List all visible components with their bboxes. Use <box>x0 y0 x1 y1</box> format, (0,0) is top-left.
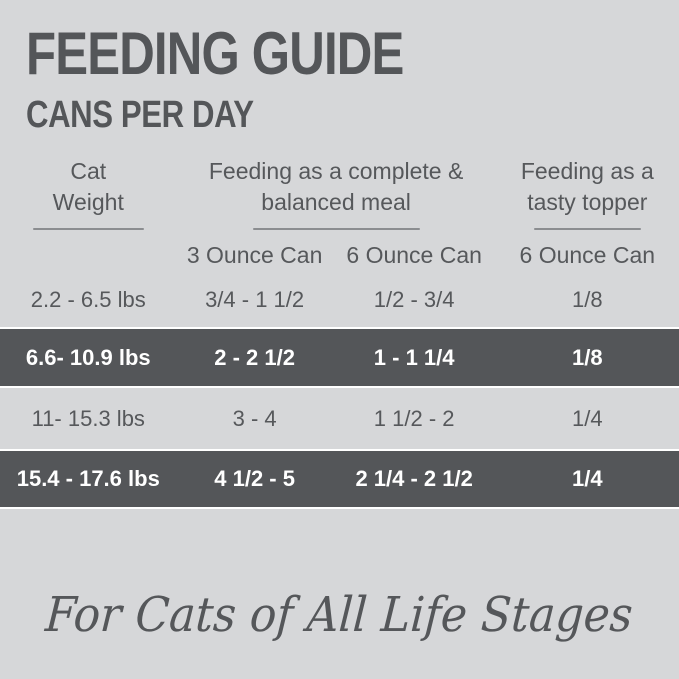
cell-meal-3oz: 2 - 2 1/2 <box>214 344 295 370</box>
header-cat-weight-line1: Cat <box>70 158 107 184</box>
header-tasty-topper-line2: tasty topper <box>527 189 648 215</box>
cell-meal-6oz: 2 1/4 - 2 1/2 <box>355 466 473 491</box>
footer-tagline-container: For Cats of All Life Stages <box>0 565 679 665</box>
header-underline <box>252 228 420 230</box>
header-cat-weight-line2: Weight <box>52 189 124 215</box>
table-row: 2.2 - 6.5 lbs 3/4 - 1 1/2 1/2 - 3/4 1/8 <box>0 272 679 327</box>
cell-meal-6oz: 1 - 1 1/4 <box>373 344 455 370</box>
cell-weight: 2.2 - 6.5 lbs <box>30 286 146 312</box>
cell-topper-6oz: 1/4 <box>572 466 603 491</box>
cell-meal-3oz: 3/4 - 1 1/2 <box>205 286 305 312</box>
cell-weight: 6.6- 10.9 lbs <box>25 344 151 370</box>
cell-topper-6oz: 1/8 <box>572 286 603 312</box>
page-subtitle: CANS PER DAY <box>26 94 254 136</box>
page-title: FEEDING GUIDE <box>26 20 404 87</box>
table-row-highlighted: 15.4 - 17.6 lbs 4 1/2 - 5 2 1/4 - 2 1/2 … <box>0 449 679 509</box>
cell-weight: 15.4 - 17.6 lbs <box>16 466 160 491</box>
subheader-6oz-can-topper: 6 Ounce Can <box>519 241 656 268</box>
table-subheader-row: 3 Ounce Can 6 Ounce Can 6 Ounce Can <box>0 240 679 270</box>
subheader-6oz-can-meal: 6 Ounce Can <box>346 241 482 268</box>
cell-weight: 11- 15.3 lbs <box>31 405 145 431</box>
cell-meal-6oz: 1/2 - 3/4 <box>373 286 455 312</box>
header-tasty-topper: Feeding as a tasty topper <box>496 156 679 230</box>
footer-tagline: For Cats of All Life Stages <box>44 587 635 643</box>
header-complete-meal-line2: balanced meal <box>261 189 411 215</box>
cell-meal-3oz: 4 1/2 - 5 <box>214 466 295 491</box>
cell-meal-3oz: 3 - 4 <box>232 405 277 431</box>
cell-meal-6oz: 1 1/2 - 2 <box>373 405 455 431</box>
table-row-highlighted: 6.6- 10.9 lbs 2 - 2 1/2 1 - 1 1/4 1/8 <box>0 327 679 388</box>
subheader-3oz-can: 3 Ounce Can <box>186 241 323 268</box>
table-header-groups: Cat Weight Feeding as a complete & balan… <box>0 156 679 230</box>
header-tasty-topper-line1: Feeding as a <box>520 158 654 184</box>
header-complete-meal-line1: Feeding as a complete & <box>208 158 464 184</box>
table-row: 11- 15.3 lbs 3 - 4 1 1/2 - 2 1/4 <box>0 388 679 449</box>
header-underline <box>32 228 144 230</box>
cell-topper-6oz: 1/8 <box>572 344 603 370</box>
header-underline <box>533 228 641 230</box>
cell-topper-6oz: 1/4 <box>572 405 603 431</box>
header-complete-meal: Feeding as a complete & balanced meal <box>177 156 496 230</box>
header-cat-weight: Cat Weight <box>0 156 177 230</box>
